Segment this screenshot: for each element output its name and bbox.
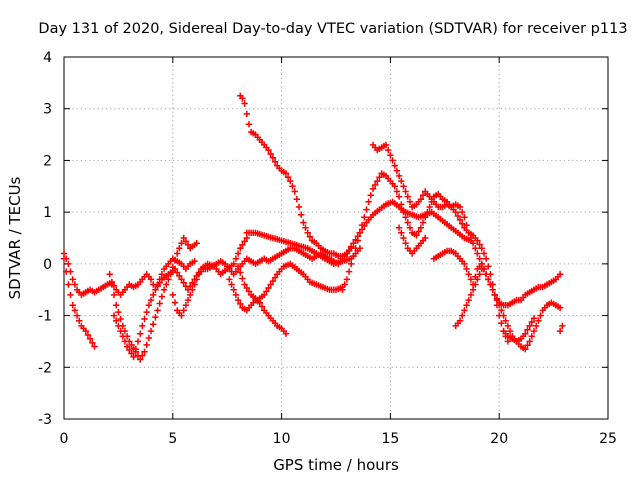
chart-title: Day 131 of 2020, Sidereal Day-to-day VTE… [38,21,627,37]
series-track-3 [106,234,200,363]
data-point-marks [106,234,200,363]
series-track-14 [430,247,564,353]
series-track-13 [395,224,429,257]
grid-lines [64,57,608,419]
data-point-marks [234,260,346,304]
data-point-marks [226,276,290,337]
data-point-marks [430,247,564,353]
data-point-marks [243,229,364,268]
series-track-7 [226,276,290,337]
series-track-16 [500,315,538,345]
data-point-marks [237,92,355,260]
x-tick-label: 25 [599,431,617,447]
data-point-marks [60,255,98,350]
data-point-marks [556,322,566,335]
series-track-17 [556,322,566,335]
data-point-marks [452,265,485,330]
data-point-marks [343,198,475,257]
x-axis-label: GPS time / hours [273,456,399,474]
series-track-10 [339,170,564,309]
x-tick-label: 20 [490,431,508,447]
series-track-1 [60,250,198,299]
series-track-11 [343,198,475,257]
data-point-marks [60,250,198,299]
data-point-marks [339,170,564,309]
y-tick-label: 3 [43,102,52,118]
y-tick-label: 0 [43,257,52,273]
y-tick-label: 2 [43,153,52,169]
x-tick-labels: 0 5 10 15 20 25 [60,431,617,447]
series-track-15 [452,265,485,330]
plot-frame [63,56,609,420]
series-track-2 [60,255,98,350]
y-tick-label: -1 [38,309,52,325]
data-point-marks [395,224,429,257]
series-track-9 [243,229,364,268]
y-axis-label: SDTVAR / TECUs [6,176,24,299]
data-marks [60,92,566,363]
series-track-6 [234,260,346,304]
y-tick-label: -3 [38,412,52,428]
y-tick-label: 4 [43,50,52,66]
data-point-marks [369,141,512,345]
y-tick-label: 1 [43,205,52,221]
x-tick-label: 15 [381,431,399,447]
y-tick-labels: -3 -2 -1 0 1 2 3 4 [38,50,52,428]
x-tick-label: 5 [168,431,177,447]
series-track-8 [237,92,355,260]
axis-ticks [63,56,609,420]
data-point-marks [500,315,538,345]
x-tick-label: 10 [273,431,291,447]
x-tick-label: 0 [60,431,69,447]
series-track-12 [369,141,512,345]
y-tick-label: -2 [38,360,52,376]
